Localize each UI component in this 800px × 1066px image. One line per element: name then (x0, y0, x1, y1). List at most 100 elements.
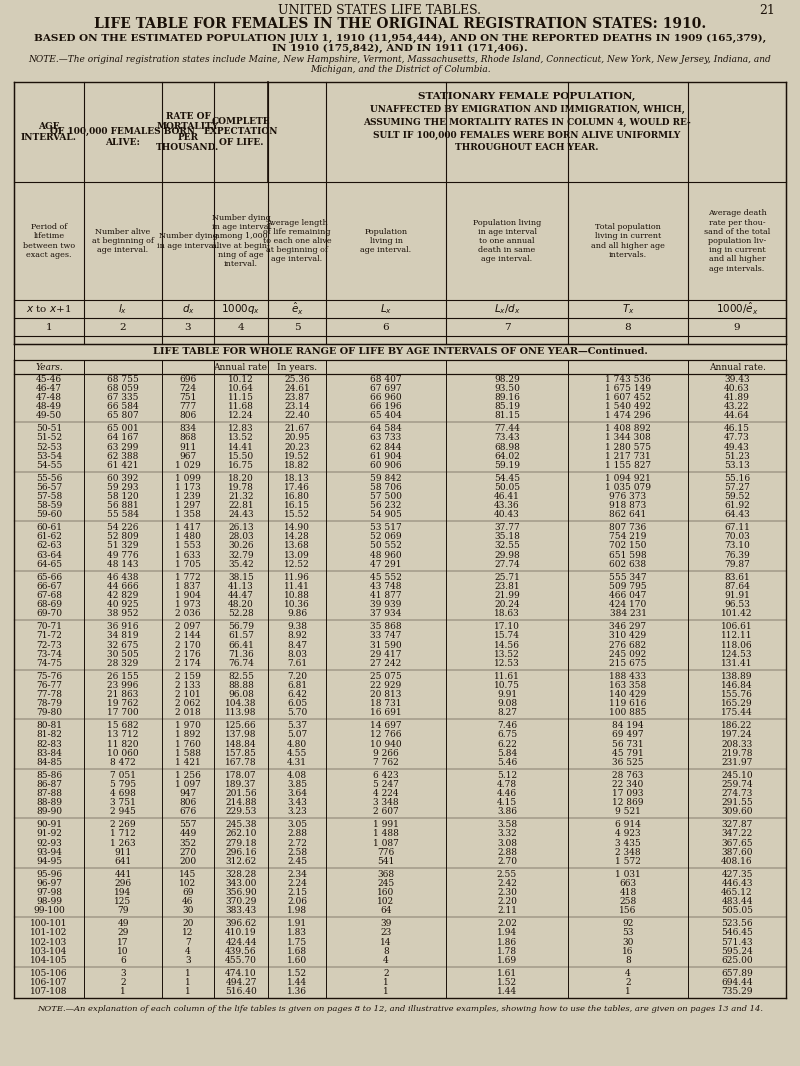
Text: 81.15: 81.15 (494, 411, 520, 420)
Text: 102-103: 102-103 (30, 937, 68, 947)
Text: 8: 8 (625, 323, 631, 332)
Text: 56.79: 56.79 (228, 623, 254, 631)
Text: 96.53: 96.53 (724, 600, 750, 609)
Text: 14.28: 14.28 (284, 532, 310, 542)
Text: 10.12: 10.12 (228, 374, 254, 384)
Text: 25.36: 25.36 (284, 374, 310, 384)
Text: 79: 79 (118, 906, 129, 916)
Text: 1.52: 1.52 (287, 969, 307, 978)
Text: 160: 160 (378, 888, 394, 897)
Text: 3.05: 3.05 (287, 820, 307, 829)
Text: 13 712: 13 712 (107, 730, 138, 740)
Text: 343.00: 343.00 (226, 878, 257, 888)
Text: 18.63: 18.63 (494, 610, 520, 618)
Text: 8.47: 8.47 (287, 641, 307, 649)
Text: 2: 2 (120, 978, 126, 987)
Text: 2 036: 2 036 (175, 610, 201, 618)
Text: 676: 676 (179, 807, 197, 817)
Text: 3: 3 (185, 323, 191, 332)
Text: 911: 911 (114, 847, 132, 857)
Text: 155.76: 155.76 (721, 690, 753, 699)
Text: 77-78: 77-78 (36, 690, 62, 699)
Text: 21: 21 (759, 3, 775, 16)
Text: 55.16: 55.16 (724, 473, 750, 483)
Text: 868: 868 (179, 433, 197, 442)
Text: 96-97: 96-97 (36, 878, 62, 888)
Text: 4: 4 (238, 323, 244, 332)
Text: $l_x$: $l_x$ (118, 302, 128, 316)
Text: 1 488: 1 488 (373, 829, 399, 838)
Text: Years.: Years. (35, 362, 63, 371)
Text: 14.41: 14.41 (228, 442, 254, 452)
Text: 39: 39 (380, 919, 392, 928)
Text: $1000q_x$: $1000q_x$ (222, 302, 261, 316)
Text: 40.43: 40.43 (494, 511, 520, 519)
Text: 40 925: 40 925 (107, 600, 139, 609)
Text: UNITED STATES LIFE TABLES.: UNITED STATES LIFE TABLES. (278, 3, 482, 16)
Text: 138.89: 138.89 (722, 672, 753, 680)
Text: 309.60: 309.60 (722, 807, 753, 817)
Text: 12 766: 12 766 (370, 730, 402, 740)
Text: 18 731: 18 731 (370, 699, 402, 708)
Text: 28 329: 28 329 (107, 659, 138, 668)
Text: 310 429: 310 429 (610, 631, 646, 641)
Text: 68 407: 68 407 (370, 374, 402, 384)
Text: 12.52: 12.52 (284, 560, 310, 569)
Text: 99-100: 99-100 (33, 906, 65, 916)
Text: 85-86: 85-86 (36, 771, 62, 779)
Text: 95-96: 95-96 (36, 870, 62, 878)
Text: 806: 806 (179, 411, 197, 420)
Text: 91.91: 91.91 (724, 591, 750, 600)
Text: 106.61: 106.61 (721, 623, 753, 631)
Text: 12.24: 12.24 (228, 411, 254, 420)
Text: 418: 418 (619, 888, 637, 897)
Text: 1 358: 1 358 (175, 511, 201, 519)
Text: 1: 1 (185, 978, 191, 987)
Text: 69: 69 (182, 888, 194, 897)
Text: 86-87: 86-87 (36, 780, 62, 789)
Text: 80-81: 80-81 (36, 721, 62, 730)
Text: 59 293: 59 293 (107, 483, 138, 491)
Text: 156: 156 (619, 906, 637, 916)
Text: 1 417: 1 417 (175, 523, 201, 532)
Text: 13.09: 13.09 (284, 551, 310, 560)
Text: 148.84: 148.84 (225, 740, 257, 748)
Text: 16.75: 16.75 (228, 461, 254, 470)
Text: 36 525: 36 525 (612, 758, 644, 766)
Text: 64 584: 64 584 (370, 424, 402, 433)
Text: 4 698: 4 698 (110, 789, 136, 798)
Text: 2.88: 2.88 (497, 847, 517, 857)
Text: 46.41: 46.41 (494, 492, 520, 501)
Text: 63-64: 63-64 (36, 551, 62, 560)
Text: 39 939: 39 939 (370, 600, 402, 609)
Text: 262.10: 262.10 (226, 829, 257, 838)
Text: ASSUMING THE MORTALITY RATES IN COLUMN 4, WOULD RE-: ASSUMING THE MORTALITY RATES IN COLUMN 4… (363, 117, 691, 127)
Text: 3 435: 3 435 (615, 839, 641, 847)
Text: 1 217 731: 1 217 731 (605, 452, 651, 461)
Text: 18.20: 18.20 (228, 473, 254, 483)
Text: 22 929: 22 929 (370, 681, 402, 690)
Text: 105-106: 105-106 (30, 969, 68, 978)
Text: 1: 1 (625, 987, 631, 996)
Text: 1 760: 1 760 (175, 740, 201, 748)
Text: 1.61: 1.61 (497, 969, 517, 978)
Text: 5.46: 5.46 (497, 758, 517, 766)
Text: 14.90: 14.90 (284, 523, 310, 532)
Text: 807 736: 807 736 (610, 523, 646, 532)
Text: 85.19: 85.19 (494, 402, 520, 411)
Text: 1 633: 1 633 (175, 551, 201, 560)
Text: 7: 7 (504, 323, 510, 332)
Text: 347.22: 347.22 (722, 829, 753, 838)
Text: 10.88: 10.88 (284, 591, 310, 600)
Text: 862 641: 862 641 (610, 511, 646, 519)
Text: 245 092: 245 092 (610, 649, 646, 659)
Text: 1 553: 1 553 (175, 542, 201, 550)
Text: 18.13: 18.13 (284, 473, 310, 483)
Text: 19.78: 19.78 (228, 483, 254, 491)
Text: 67-68: 67-68 (36, 591, 62, 600)
Text: 346 297: 346 297 (610, 623, 646, 631)
Text: 408.16: 408.16 (721, 857, 753, 866)
Text: 2.34: 2.34 (287, 870, 307, 878)
Text: 53.13: 53.13 (724, 461, 750, 470)
Text: 1 280 575: 1 280 575 (605, 442, 651, 452)
